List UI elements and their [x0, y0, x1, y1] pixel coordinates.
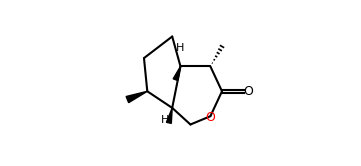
Polygon shape — [166, 108, 172, 123]
Polygon shape — [173, 66, 180, 81]
Polygon shape — [126, 91, 147, 103]
Text: O: O — [244, 85, 253, 98]
Text: O: O — [205, 111, 215, 124]
Text: H: H — [161, 115, 170, 124]
Text: H: H — [176, 43, 185, 53]
